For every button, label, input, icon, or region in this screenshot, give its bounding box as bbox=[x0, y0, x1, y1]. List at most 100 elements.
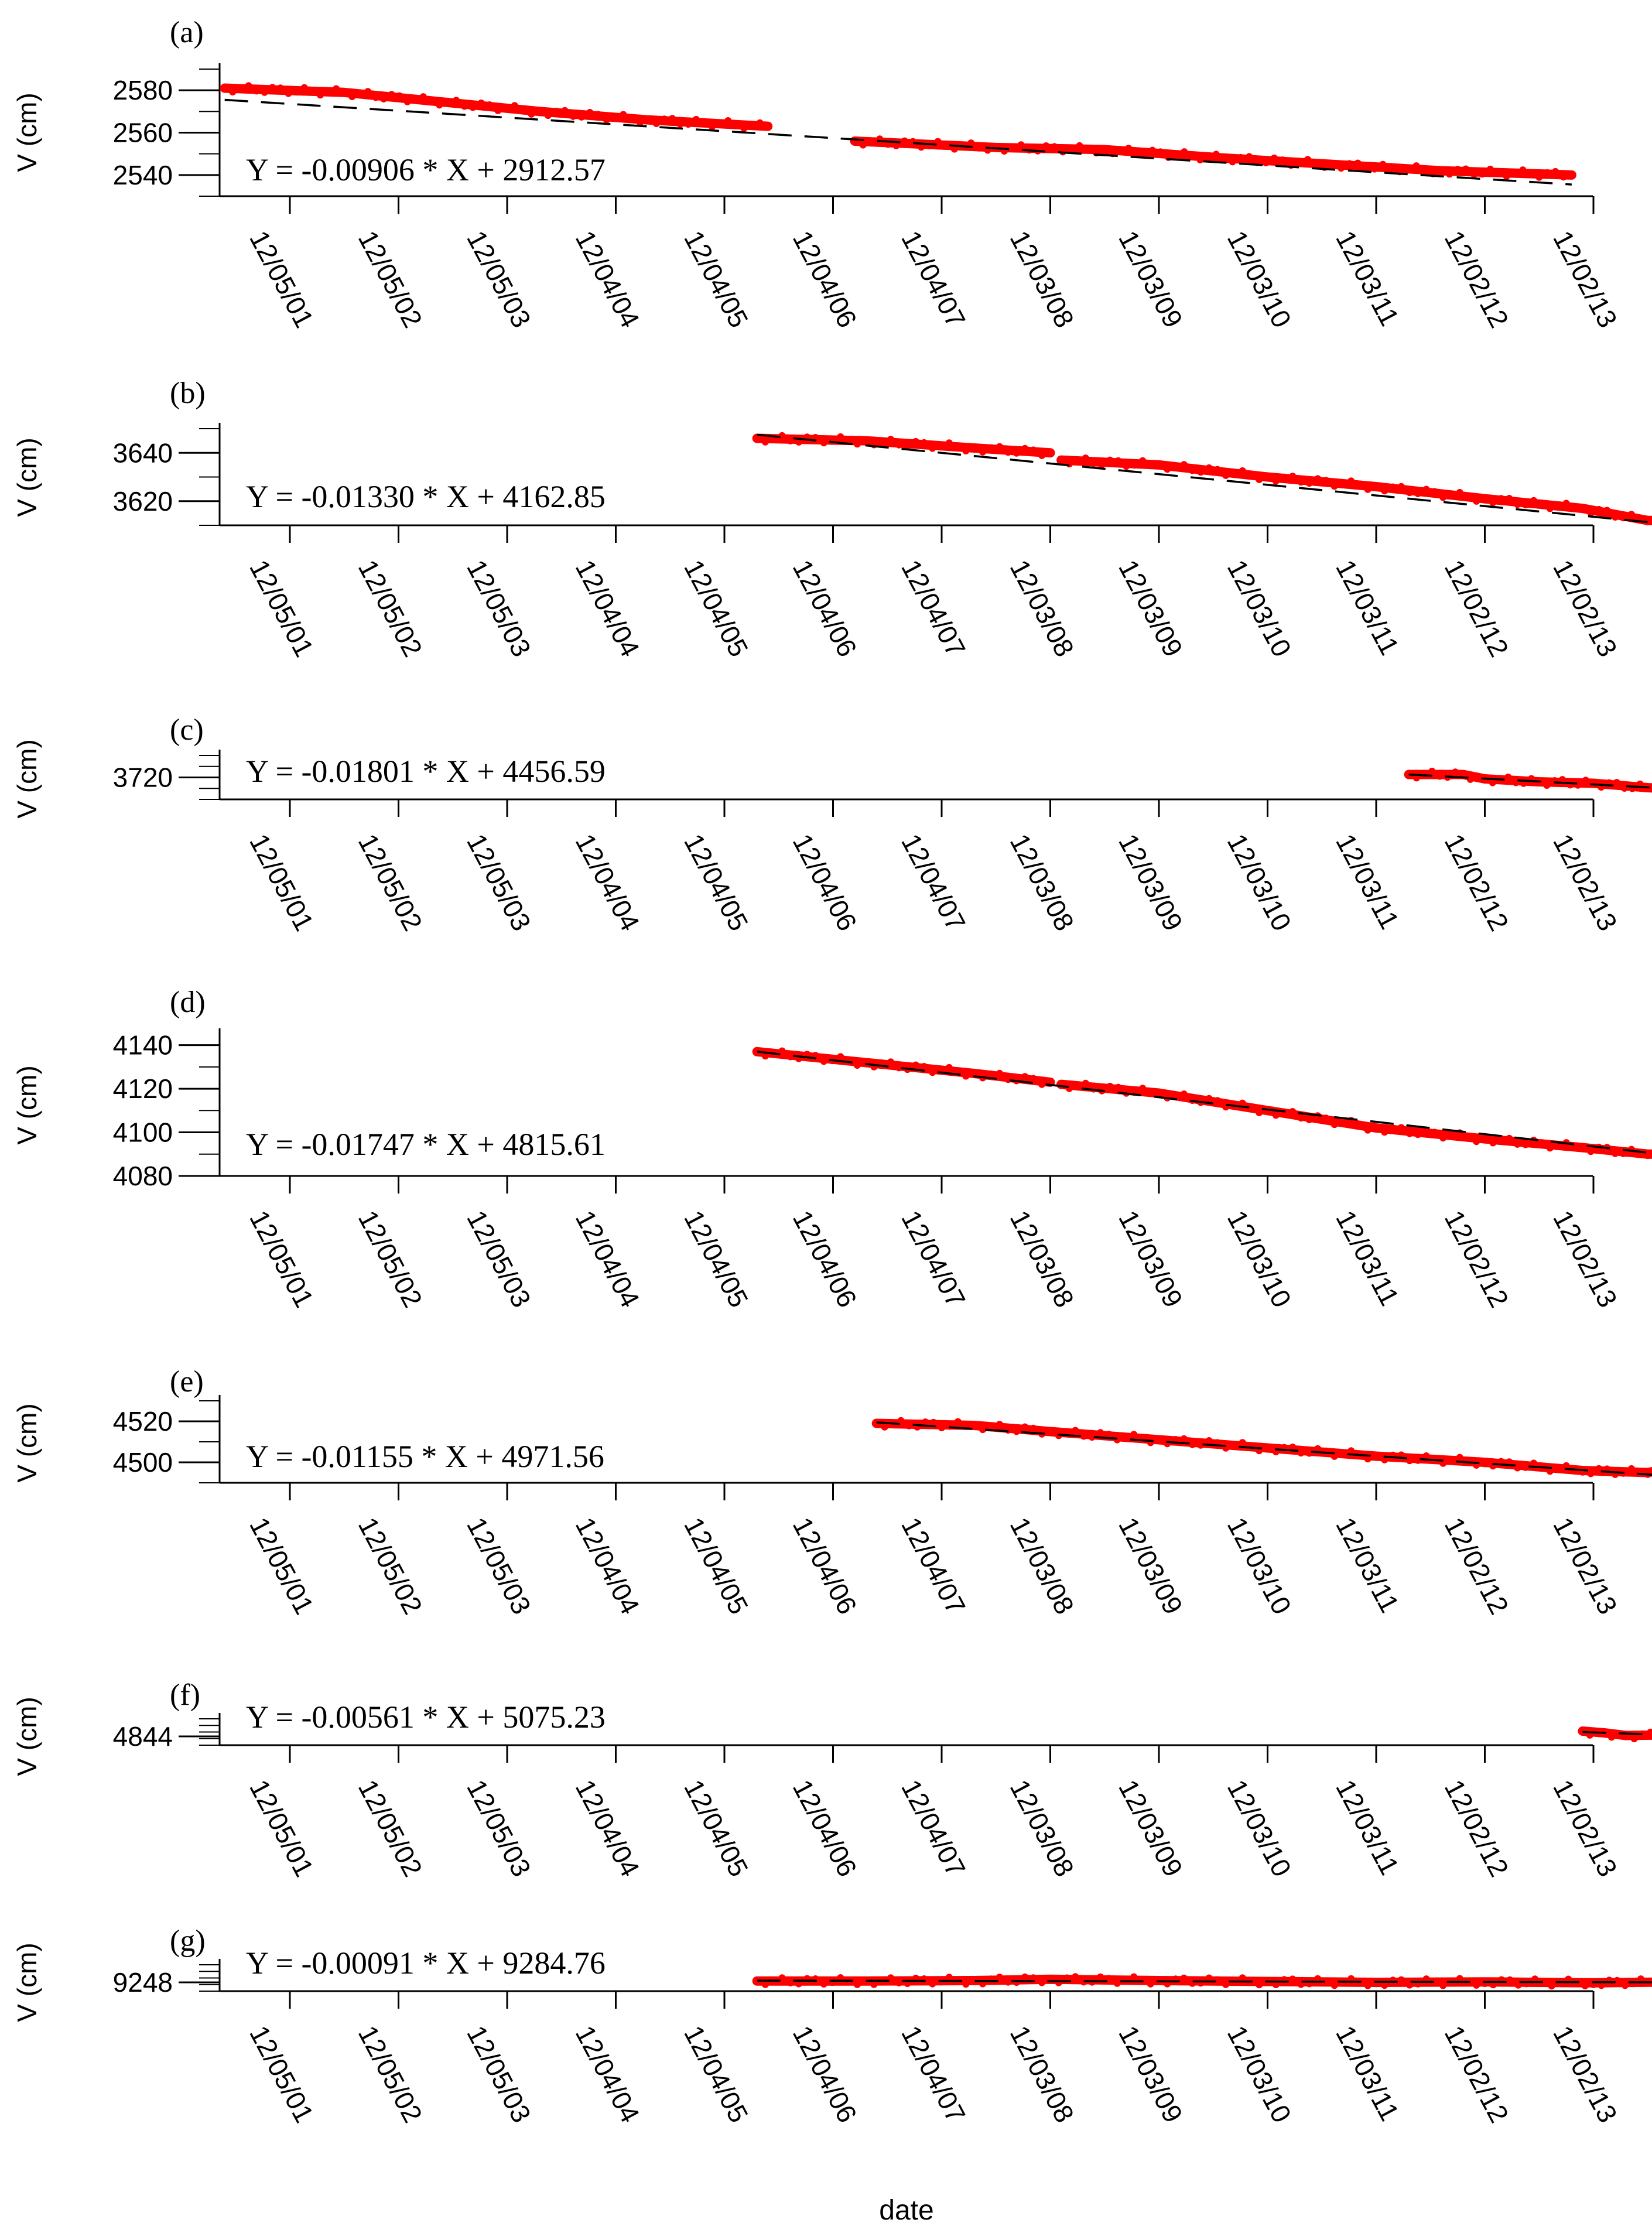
data-point bbox=[1404, 166, 1412, 173]
data-point bbox=[1197, 469, 1205, 476]
data-point bbox=[1212, 151, 1220, 158]
data-point bbox=[859, 141, 867, 149]
data-point bbox=[261, 88, 268, 96]
data-point bbox=[837, 1053, 844, 1061]
data-point bbox=[1180, 1974, 1188, 1982]
data-point bbox=[1272, 477, 1280, 485]
data-point bbox=[1121, 1434, 1129, 1442]
data-point bbox=[1511, 170, 1518, 177]
data-point bbox=[1117, 146, 1124, 153]
panel-1: 3620 3640 V (cm) (b) 12/05/01 12/05/02 12/05/0… bbox=[12, 377, 1652, 662]
data-point bbox=[1381, 1982, 1388, 1989]
x-tick-label: 12/05/01 bbox=[244, 829, 320, 936]
data-point bbox=[1076, 142, 1083, 149]
x-tick-label: 12/05/03 bbox=[461, 2020, 537, 2128]
data-point bbox=[1473, 1138, 1480, 1145]
y-axis-label: V (cm) bbox=[12, 739, 42, 818]
data-point bbox=[1239, 1974, 1246, 1982]
data-point bbox=[1559, 776, 1566, 784]
panel-3: 4080 4100 4120 4140 V (cm) (d) 12/05/01 12/05/0… bbox=[12, 986, 1652, 1312]
data-point bbox=[1470, 170, 1477, 178]
data-point bbox=[1051, 143, 1058, 151]
data-point bbox=[586, 109, 594, 116]
data-point bbox=[285, 90, 292, 97]
data-point bbox=[1106, 1082, 1114, 1090]
data-point bbox=[887, 1974, 894, 1982]
data-point bbox=[1481, 496, 1489, 504]
data-point bbox=[1331, 1121, 1338, 1129]
data-point bbox=[868, 137, 875, 145]
x-tick-label: 12/03/08 bbox=[1004, 829, 1080, 936]
data-point bbox=[1371, 165, 1379, 173]
data-point bbox=[1462, 165, 1469, 173]
data-point bbox=[1013, 449, 1020, 457]
data-point bbox=[1339, 481, 1346, 488]
data-point bbox=[1164, 466, 1171, 473]
data-point bbox=[1565, 1975, 1572, 1983]
data-point bbox=[1272, 1112, 1280, 1119]
x-tick-label: 12/02/12 bbox=[1439, 555, 1515, 662]
data-point bbox=[494, 107, 502, 114]
data-point bbox=[962, 1981, 970, 1988]
data-point bbox=[316, 91, 324, 99]
x-tick-label: 12/03/08 bbox=[1004, 225, 1080, 333]
data-point bbox=[1636, 514, 1643, 522]
x-tick-label: 12/03/10 bbox=[1222, 829, 1298, 936]
x-tick-label: 12/04/04 bbox=[570, 829, 646, 936]
data-point bbox=[716, 121, 724, 128]
data-point bbox=[812, 434, 819, 441]
data-point bbox=[636, 119, 644, 126]
data-point bbox=[778, 1047, 786, 1055]
panel-letter: (c) bbox=[170, 713, 204, 747]
panel-5: 4844 V (cm) (f) 12/05/01 12/05/02 12/05/03 12/… bbox=[12, 1678, 1652, 1882]
data-point bbox=[803, 1051, 811, 1058]
data-point bbox=[1042, 142, 1050, 149]
data-point bbox=[1546, 1144, 1554, 1152]
data-point bbox=[1262, 159, 1270, 166]
data-point bbox=[1080, 1432, 1087, 1440]
data-point bbox=[1586, 1731, 1593, 1739]
data-point bbox=[1535, 173, 1543, 181]
data-point bbox=[1595, 505, 1603, 513]
data-point bbox=[1497, 1458, 1505, 1465]
data-point bbox=[1647, 1728, 1652, 1736]
x-tick-label: 12/02/12 bbox=[1439, 225, 1515, 333]
data-point bbox=[1068, 146, 1075, 154]
data-point bbox=[692, 115, 700, 123]
data-point bbox=[1105, 1975, 1113, 1982]
data-point bbox=[1329, 162, 1336, 169]
data-point bbox=[1554, 1465, 1562, 1472]
data-point bbox=[954, 1418, 962, 1425]
data-point bbox=[528, 110, 535, 118]
x-tick-label: 12/05/02 bbox=[353, 1205, 429, 1312]
data-point bbox=[1474, 772, 1482, 780]
data-point bbox=[1105, 1431, 1113, 1438]
x-tick-label: 12/04/05 bbox=[678, 2020, 754, 2128]
data-point bbox=[1189, 1441, 1196, 1448]
data-point bbox=[778, 432, 786, 439]
x-tick-label: 12/04/07 bbox=[895, 555, 972, 662]
x-tick-label: 12/03/11 bbox=[1330, 1205, 1405, 1311]
data-point bbox=[412, 97, 419, 104]
data-point bbox=[1331, 1982, 1338, 1989]
x-tick-label: 12/05/02 bbox=[353, 555, 429, 662]
x-tick-label: 12/05/01 bbox=[244, 1205, 320, 1312]
x-tick-label: 12/04/04 bbox=[570, 2020, 646, 2128]
data-point bbox=[569, 112, 577, 120]
x-tick-label: 12/02/13 bbox=[1547, 829, 1623, 936]
data-point bbox=[1155, 1089, 1162, 1097]
data-point bbox=[748, 121, 755, 128]
data-point bbox=[1004, 449, 1012, 456]
data-point bbox=[967, 139, 975, 147]
data-point bbox=[348, 93, 356, 100]
data-point bbox=[1465, 1134, 1472, 1141]
data-point bbox=[1438, 168, 1445, 176]
data-point bbox=[1486, 165, 1494, 173]
data-point bbox=[396, 92, 403, 100]
data-point bbox=[536, 108, 543, 116]
x-tick-label: 12/04/07 bbox=[895, 1774, 972, 1882]
data-point bbox=[1084, 145, 1092, 153]
data-point bbox=[1579, 506, 1586, 514]
data-point bbox=[1230, 471, 1238, 478]
